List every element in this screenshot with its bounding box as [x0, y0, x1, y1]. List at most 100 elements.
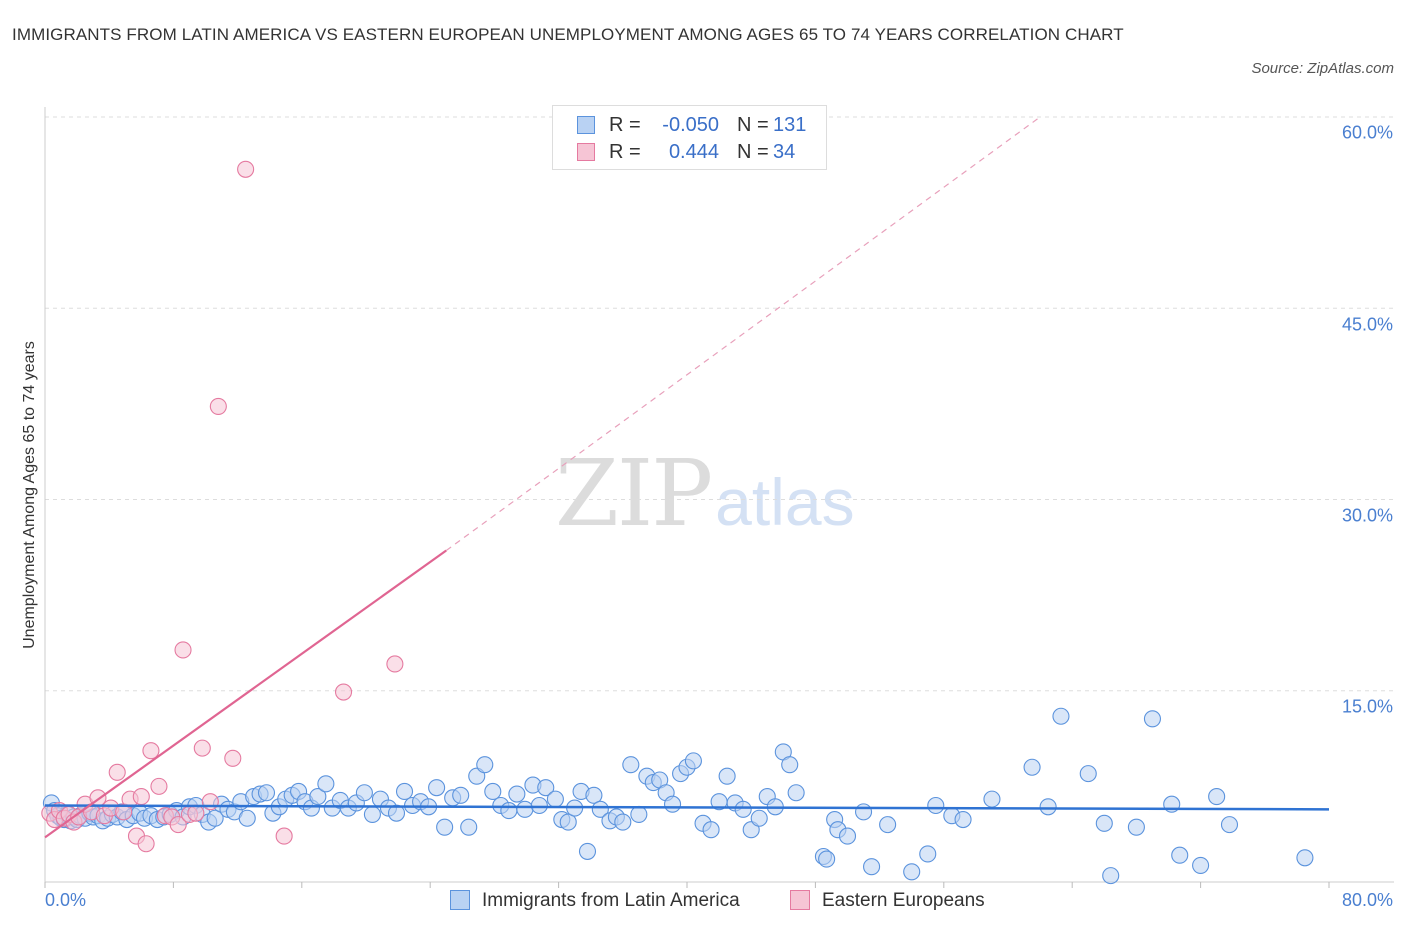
data-point-latin-america [734, 800, 752, 818]
data-point-latin-america [750, 809, 768, 827]
legend-label: Immigrants from Latin America [482, 890, 740, 911]
data-point-eastern-europeans [224, 749, 242, 767]
legend-swatch-blue [450, 890, 470, 910]
data-point-latin-america [614, 813, 632, 831]
data-point-latin-america [428, 779, 446, 797]
data-point-latin-america [927, 796, 945, 815]
data-point-latin-america [460, 818, 478, 836]
data-point-eastern-europeans [201, 793, 219, 811]
data-point-eastern-europeans [108, 763, 126, 781]
legend-item-latin-america: Immigrants from Latin America [450, 890, 740, 912]
data-point-latin-america [1192, 856, 1210, 874]
data-point-latin-america [787, 784, 805, 802]
n-label: N = [737, 141, 769, 163]
data-point-latin-america [317, 775, 335, 793]
data-point-latin-america [387, 804, 406, 822]
source-label: Source: ZipAtlas.com [1251, 60, 1394, 77]
data-point-latin-america [537, 779, 555, 797]
data-point-latin-america [530, 796, 548, 815]
data-point-latin-america [702, 821, 720, 839]
data-point-latin-america [684, 752, 702, 770]
data-point-eastern-europeans [169, 816, 187, 834]
data-point-latin-america [363, 805, 381, 823]
data-point-latin-america [500, 802, 518, 820]
data-point-eastern-europeans [209, 397, 227, 415]
r-label: R = [609, 141, 641, 163]
r-value: -0.050 [662, 114, 719, 136]
series-legend: Immigrants from Latin America Eastern Eu… [0, 890, 1406, 914]
data-point-latin-america [1079, 765, 1097, 783]
data-point-latin-america [903, 863, 921, 881]
data-point-latin-america [206, 809, 224, 827]
data-point-latin-america [578, 842, 597, 860]
data-point-latin-america [863, 858, 881, 876]
data-point-latin-america [452, 786, 470, 804]
data-point-eastern-europeans [386, 655, 404, 673]
data-point-latin-america [919, 845, 937, 863]
n-label: N = [737, 114, 769, 136]
data-point-latin-america [546, 790, 564, 808]
data-point-latin-america [1171, 846, 1189, 864]
data-point-eastern-europeans [187, 804, 205, 822]
trend-line-latin-america [44, 804, 1330, 811]
data-point-eastern-europeans [275, 827, 293, 845]
data-point-latin-america [309, 788, 327, 806]
y-tick-label: 15.0% [1341, 696, 1393, 717]
n-value: 34 [773, 141, 796, 163]
legend-row-latin-america: R = -0.050 N = 131 [577, 114, 806, 138]
data-point-latin-america [559, 813, 577, 831]
legend-item-eastern-europeans: Eastern Europeans [790, 890, 985, 912]
data-point-eastern-europeans [334, 683, 353, 701]
data-point-latin-america [818, 850, 836, 868]
legend-swatch-pink [577, 143, 595, 161]
data-point-latin-america [508, 785, 526, 803]
data-point-latin-america [1102, 867, 1120, 885]
data-point-latin-america [516, 800, 534, 818]
data-point-eastern-europeans [174, 641, 192, 659]
data-point-latin-america [484, 782, 502, 801]
data-point-latin-america [591, 800, 609, 818]
data-point-latin-america [1052, 707, 1070, 725]
r-label: R = [609, 114, 641, 136]
data-point-latin-america [395, 782, 414, 801]
data-point-latin-america [238, 809, 256, 827]
legend-label: Eastern Europeans [822, 890, 985, 911]
data-point-latin-america [664, 795, 682, 813]
data-point-latin-america [1095, 814, 1113, 832]
data-point-latin-america [838, 827, 857, 845]
data-point-latin-america [436, 818, 454, 836]
n-value: 131 [773, 114, 807, 136]
data-point-latin-america [585, 786, 603, 804]
data-point-eastern-europeans [193, 739, 211, 757]
data-point-latin-america [1127, 818, 1145, 836]
y-tick-label: 30.0% [1341, 505, 1393, 526]
data-point-latin-america [1296, 849, 1314, 867]
data-point-latin-america [1039, 798, 1057, 816]
correlation-legend: R = -0.050 N = 131 R = 0.444 N = 34 [552, 105, 827, 170]
x-tick-label-min: 0.0% [45, 890, 87, 910]
data-point-latin-america [355, 784, 373, 802]
data-point-latin-america [879, 816, 897, 834]
chart-title: IMMIGRANTS FROM LATIN AMERICA VS EASTERN… [12, 25, 1124, 44]
data-point-latin-america [476, 756, 494, 774]
data-point-latin-america [622, 756, 640, 774]
data-point-latin-america [1208, 788, 1226, 806]
data-point-eastern-europeans [150, 777, 168, 795]
x-tick-label-max: 80.0% [1341, 890, 1393, 910]
data-point-latin-america [854, 803, 873, 821]
data-point-eastern-europeans [132, 788, 150, 806]
data-point-latin-america [1023, 758, 1041, 776]
data-point-eastern-europeans [237, 160, 255, 178]
data-point-latin-america [630, 805, 648, 823]
y-tick-label: 60.0% [1341, 122, 1393, 143]
legend-swatch-pink [790, 890, 810, 910]
data-point-latin-america [954, 810, 972, 829]
data-point-latin-america [983, 790, 1001, 808]
trend-line-extension-eastern-europeans [445, 116, 1041, 551]
data-point-eastern-europeans [137, 835, 155, 853]
data-point-latin-america [718, 767, 736, 785]
data-point-latin-america [781, 756, 799, 774]
y-tick-label: 45.0% [1341, 314, 1393, 335]
legend-row-eastern-europeans: R = 0.444 N = 34 [577, 141, 795, 165]
